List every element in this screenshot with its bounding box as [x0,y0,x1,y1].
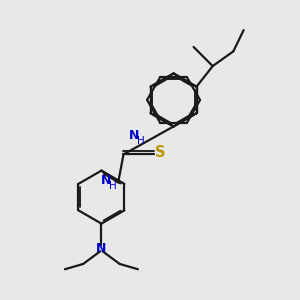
Text: N: N [129,129,140,142]
Text: S: S [155,146,166,160]
Text: N: N [96,242,106,255]
Text: H: H [109,181,117,191]
Text: H: H [137,136,145,146]
Text: N: N [100,174,111,188]
